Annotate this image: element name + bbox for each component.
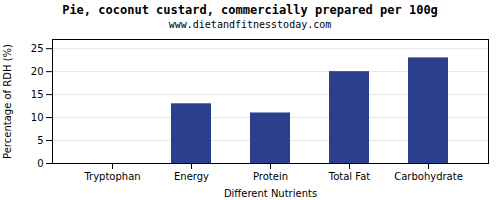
- html-text:Pie, coconut custard, commerci: Pie, coconut custard, commercially prepa…: [62, 3, 438, 17]
- svg-text:Energy: Energy: [174, 171, 209, 182]
- svg-text:15: 15: [31, 89, 44, 100]
- svg-text:20: 20: [31, 66, 44, 77]
- svg-text:5: 5: [37, 135, 43, 146]
- svg-text:10: 10: [31, 112, 44, 123]
- svg-text:Protein: Protein: [253, 171, 288, 182]
- svg-text:25: 25: [31, 43, 44, 54]
- svg-text:Tryptophan: Tryptophan: [83, 171, 140, 182]
- svg-text:Percentage of RDH (%): Percentage of RDH (%): [2, 44, 13, 159]
- svg-text:Carbohydrate: Carbohydrate: [394, 171, 463, 182]
- html-text:www.dietandfitnesstoday.com: www.dietandfitnesstoday.com: [168, 19, 332, 30]
- svg-text:0: 0: [37, 158, 43, 169]
- svg-text:Different Nutrients: Different Nutrients: [224, 188, 317, 199]
- svg-text:Total Fat: Total Fat: [328, 171, 370, 182]
